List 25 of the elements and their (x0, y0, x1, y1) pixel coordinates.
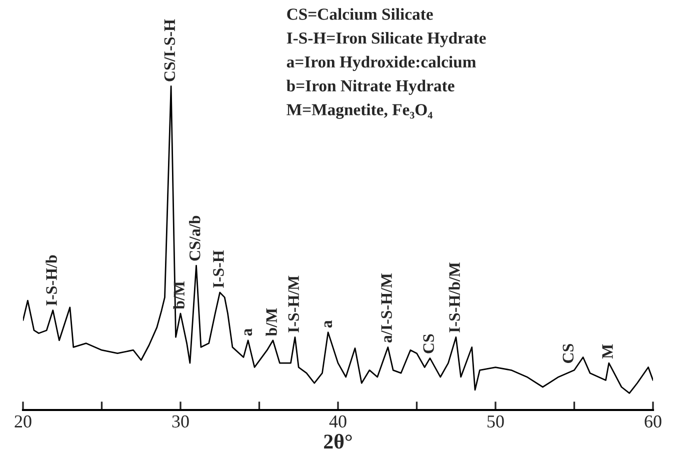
x-tick-label: 50 (488, 415, 504, 428)
annotation: CS (423, 334, 434, 354)
annotation: b=Iron Nitrate Hydrate (286, 80, 454, 95)
annotation: M=Magnetite, Fe₃O₄ (286, 104, 432, 119)
annotation: I-S-H (213, 250, 224, 288)
annotation: I-S-H/b/M (448, 262, 460, 332)
annotation: I-S-H/M (288, 276, 299, 332)
annotation: b/M (266, 308, 277, 336)
text: I-S-H=Iron Silicate Hydrate (286, 32, 486, 48)
annotation: CS/a/b (189, 216, 200, 261)
x-tick-label: 60 (644, 415, 662, 428)
annotation: a/I-S-H/M (381, 273, 392, 342)
annotation: a (324, 320, 332, 328)
annotation: CS (562, 344, 574, 363)
annotation: M (602, 344, 613, 359)
annotation: I-S-H/b (46, 255, 57, 306)
text: CS=Calcium Silicate (287, 8, 433, 20)
x-tick-label: 20 (14, 415, 32, 428)
x-axis-title: 2θ° (324, 434, 352, 449)
text: a=Iron Hydroxide:calcium (286, 56, 476, 72)
x-tick-label: 40 (329, 415, 346, 428)
annotation: a (244, 328, 252, 336)
annotation: b/M (173, 281, 184, 310)
annotation: CS/I-S-H (164, 19, 176, 82)
x-tick-label: 30 (172, 415, 189, 428)
